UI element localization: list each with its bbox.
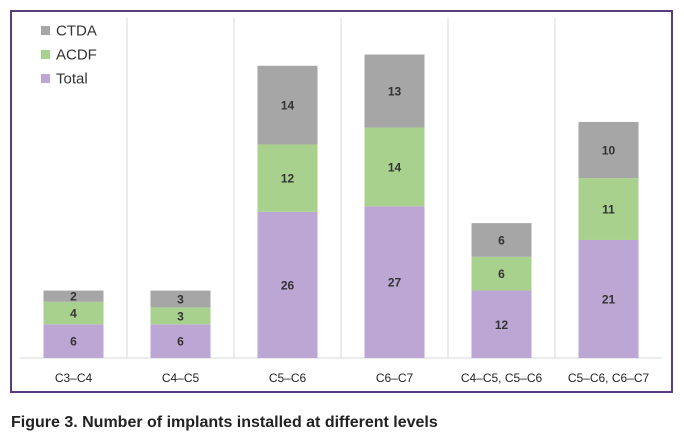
bar-ctda-4: [471, 223, 532, 257]
data-label-total-1: 6: [177, 335, 184, 349]
legend-label-total: Total: [56, 71, 88, 88]
bar-acdf-5: [578, 178, 639, 240]
legend-label-acdf: ACDF: [56, 47, 97, 64]
data-label-acdf-2: 12: [281, 172, 295, 186]
x-tick-label-1: C4–C5: [162, 371, 200, 385]
x-tick-label-3: C6–C7: [376, 371, 414, 385]
bar-ctda-0: [43, 290, 104, 302]
data-label-ctda-5: 10: [602, 144, 616, 158]
data-label-total-5: 21: [602, 292, 616, 306]
x-tick-label-4: C4–C5, C5–C6: [461, 371, 543, 385]
data-label-acdf-0: 4: [70, 307, 77, 321]
bar-total-5: [578, 239, 639, 358]
x-tick-label-5: C5–C6, C6–C7: [568, 371, 650, 385]
bar-acdf-4: [471, 256, 532, 291]
bar-acdf-2: [257, 144, 318, 212]
x-tick-label-2: C5–C6: [269, 371, 307, 385]
data-label-ctda-1: 3: [177, 292, 184, 306]
data-label-total-4: 12: [495, 318, 509, 332]
legend-swatch-ctda: [41, 26, 50, 35]
data-label-acdf-1: 3: [177, 309, 184, 323]
bar-ctda-5: [578, 121, 639, 179]
bar-ctda-1: [150, 290, 211, 308]
legend-swatch-total: [41, 74, 50, 83]
bar-ctda-3: [364, 54, 425, 128]
data-label-total-3: 27: [388, 276, 402, 290]
bar-ctda-2: [257, 65, 318, 145]
bar-total-2: [257, 211, 318, 358]
bar-total-0: [43, 324, 104, 358]
data-label-total-2: 26: [281, 278, 295, 292]
data-label-acdf-5: 11: [602, 203, 615, 217]
figure-caption: Figure 3. Number of implants installed a…: [11, 414, 438, 431]
legend-label-ctda: CTDA: [56, 23, 97, 40]
data-label-ctda-3: 13: [388, 85, 402, 99]
bar-total-4: [471, 290, 532, 358]
data-label-acdf-4: 6: [498, 267, 505, 281]
x-tick-label-0: C3–C4: [55, 371, 93, 385]
bar-acdf-1: [150, 307, 211, 325]
bar-total-1: [150, 324, 211, 358]
data-label-ctda-0: 2: [70, 290, 77, 304]
bar-acdf-0: [43, 301, 104, 325]
bar-acdf-3: [364, 127, 425, 207]
legend-swatch-acdf: [41, 50, 50, 59]
bar-total-3: [364, 206, 425, 358]
data-label-total-0: 6: [70, 335, 77, 349]
data-label-acdf-3: 14: [388, 160, 402, 174]
data-label-ctda-2: 14: [281, 99, 295, 113]
data-label-ctda-4: 6: [498, 233, 505, 247]
